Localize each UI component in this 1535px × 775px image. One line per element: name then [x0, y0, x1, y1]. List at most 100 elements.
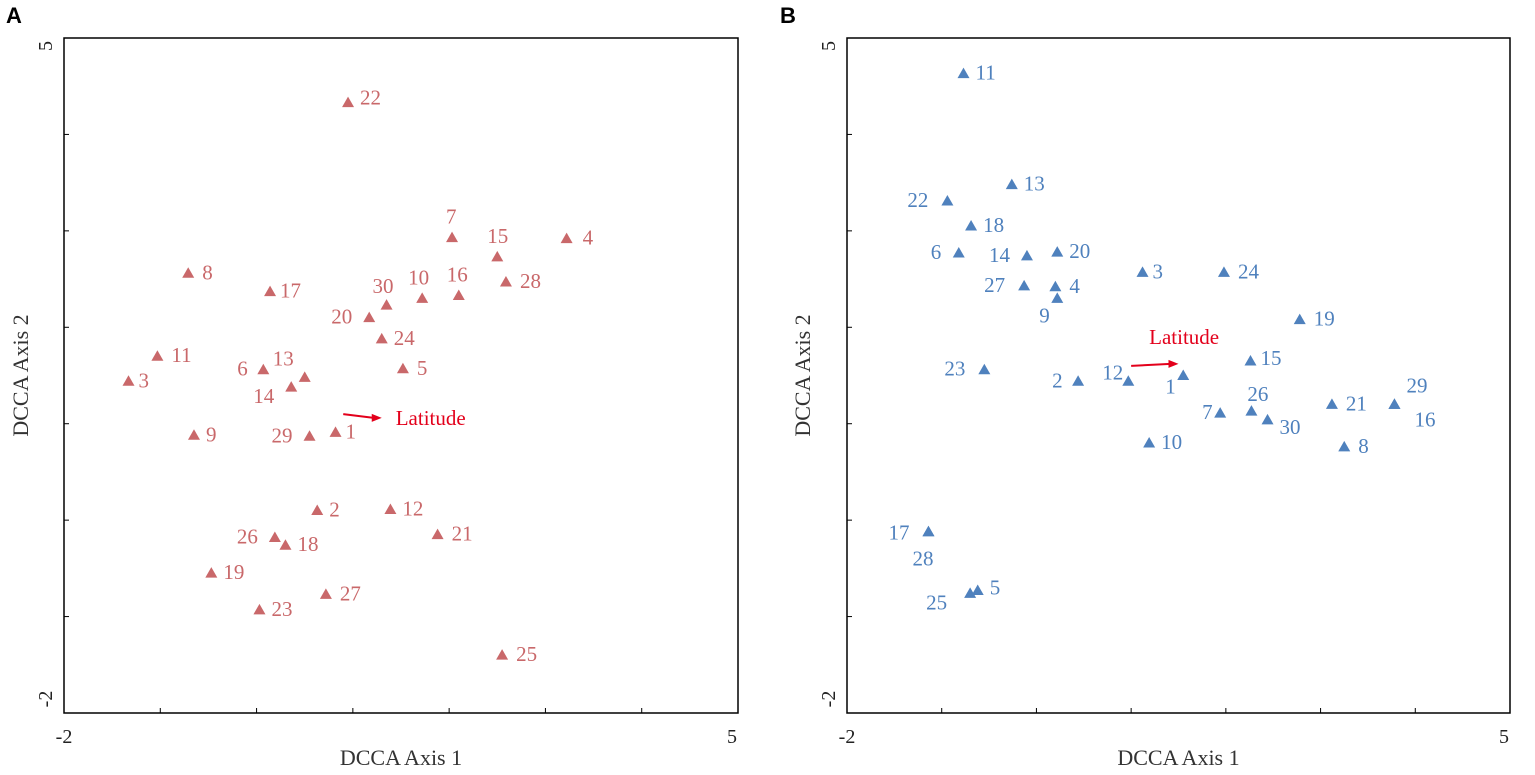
panel-b-point-27: [1018, 279, 1031, 291]
panel-b-x-axis-title: DCCA Axis 1: [1117, 745, 1239, 770]
panel-b-point-6: [952, 247, 965, 258]
panel-b-point-24: [1217, 266, 1230, 277]
panel-a-point-7: [446, 231, 459, 243]
panel-b-point-28: [922, 525, 935, 537]
panel-b-letter: B: [780, 3, 796, 28]
panel-a-point-label-30: 30: [373, 274, 394, 298]
panel-b-point-label-23: 23: [944, 357, 965, 381]
panel-b-point-4: [1049, 280, 1062, 292]
panel-b-y-tick-label-max: 5: [818, 41, 840, 51]
panel-b-latitude-label: Latitude: [1149, 325, 1219, 349]
panel-a-point-label-2: 2: [329, 498, 340, 522]
panel-a-point-label-24: 24: [394, 326, 416, 350]
panel-b-point-label-21: 21: [1346, 391, 1367, 415]
panel-b-point-20: [1051, 246, 1064, 257]
panel-a-point-label-19: 19: [223, 560, 244, 584]
panel-b-point-label-19: 19: [1314, 307, 1335, 331]
panel-a-point-label-1: 1: [346, 419, 357, 443]
panel-b-x-tick-label-min: -2: [839, 726, 856, 748]
panel-a-point-label-8: 8: [202, 260, 213, 284]
panel-a-point-label-13: 13: [273, 346, 294, 370]
panel-b-point-label-16: 16: [1414, 407, 1435, 431]
panel-a-point-label-20: 20: [331, 305, 352, 329]
panel-a-point-label-5: 5: [417, 356, 428, 380]
panel-a-x-tick-label-min: -2: [56, 726, 73, 748]
panel-a-point-label-21: 21: [452, 522, 473, 546]
panel-a-y-axis-title: DCCA Axis 2: [8, 314, 33, 436]
panel-a-point-26: [268, 531, 281, 542]
panel-a-point-label-14: 14: [253, 384, 275, 408]
panel-b-point-9: [1051, 292, 1064, 303]
panel-b-point-label-2: 2: [1052, 368, 1063, 392]
panel-a-point-6: [257, 363, 270, 375]
panel-a-point-label-11: 11: [171, 343, 191, 367]
panel-a-letter: A: [6, 3, 22, 28]
panel-b-latitude-arrow-head: [1168, 359, 1179, 368]
panel-b-latitude-arrow-shaft: [1131, 362, 1171, 367]
panel-a-point-12: [384, 503, 397, 515]
panel-a-point-19: [205, 567, 218, 578]
panel-a-point-label-12: 12: [402, 497, 423, 521]
panel-b-point-1: [1177, 369, 1190, 380]
panel-b-y-axis-title: DCCA Axis 2: [790, 314, 815, 436]
panel-a-point-label-25: 25: [516, 642, 537, 666]
panel-a-point-label-23: 23: [271, 597, 292, 621]
panel-a-point-label-16: 16: [447, 262, 468, 286]
panel-b-point-10: [1143, 437, 1156, 448]
panel-a-y-tick-label-min: -2: [35, 691, 57, 708]
panel-b-point-7: [1214, 407, 1227, 418]
panel-a-point-21: [431, 528, 444, 540]
panel-b-point-8: [1338, 440, 1351, 452]
panel-b-point-3: [1136, 266, 1149, 277]
panel-a-point-label-9: 9: [206, 422, 217, 446]
panel-b-y-tick-label-min: -2: [818, 691, 840, 708]
panel-b-point-label-4: 4: [1069, 274, 1080, 298]
panel-a-point-10: [416, 292, 429, 303]
panel-a-point-label-17: 17: [280, 279, 301, 303]
panel-b-point-label-7: 7: [1202, 400, 1213, 424]
panel-a-point-23: [253, 603, 266, 615]
panel-b-point-label-30: 30: [1280, 415, 1301, 439]
panel-a-point-30: [380, 299, 393, 310]
panel-a-point-3: [122, 375, 135, 386]
panel-b-point-12: [1122, 375, 1135, 386]
panel-a-point-label-27: 27: [340, 581, 361, 605]
panel-a-point-13: [298, 371, 311, 382]
panel-b-point-label-5: 5: [990, 576, 1001, 600]
panel-a-point-8: [182, 267, 195, 278]
panel-a-latitude-arrow-shaft: [343, 413, 374, 419]
panel-a-point-label-15: 15: [487, 224, 508, 248]
panel-a-plot-frame: [63, 37, 739, 714]
panel-b-point-label-26: 26: [1247, 382, 1268, 406]
panel-b-point-5: [971, 584, 984, 596]
panel-b-point-30: [1261, 413, 1274, 425]
panel-a-point-2: [311, 504, 324, 515]
panel-b-point-23: [978, 363, 991, 375]
panel-a-point-label-6: 6: [237, 357, 248, 381]
panel-a-point-25: [496, 649, 509, 660]
panel-b-point-2: [1072, 375, 1085, 386]
panel-a-point-5: [396, 362, 409, 374]
panel-b-point-21: [1325, 398, 1338, 409]
panel-a-point-18: [279, 539, 292, 550]
panel-b-point-label-10: 10: [1161, 430, 1182, 454]
panel-b-point-label-27: 27: [984, 273, 1005, 297]
panel-a-point-17: [264, 285, 277, 297]
panel-b-point-label-11: 11: [975, 61, 995, 85]
panel-b-point-11: [957, 67, 970, 79]
panel-b-point-label-17: 17: [888, 521, 909, 545]
panel-b-point-label-9: 9: [1039, 303, 1050, 327]
panel-b-point-13: [1005, 178, 1018, 190]
panel-b-point-label-18: 18: [983, 213, 1004, 237]
panel-a-point-27: [319, 588, 332, 599]
panel-a-latitude-arrow-head: [371, 413, 382, 422]
panel-a-point-1: [329, 426, 342, 437]
panel-b-point-15: [1244, 355, 1257, 366]
panel-a-point-label-26: 26: [237, 525, 258, 549]
panel-b-point-22: [941, 194, 954, 206]
panel-b-point-label-25: 25: [926, 590, 947, 614]
panel-a-point-label-29: 29: [272, 423, 293, 447]
